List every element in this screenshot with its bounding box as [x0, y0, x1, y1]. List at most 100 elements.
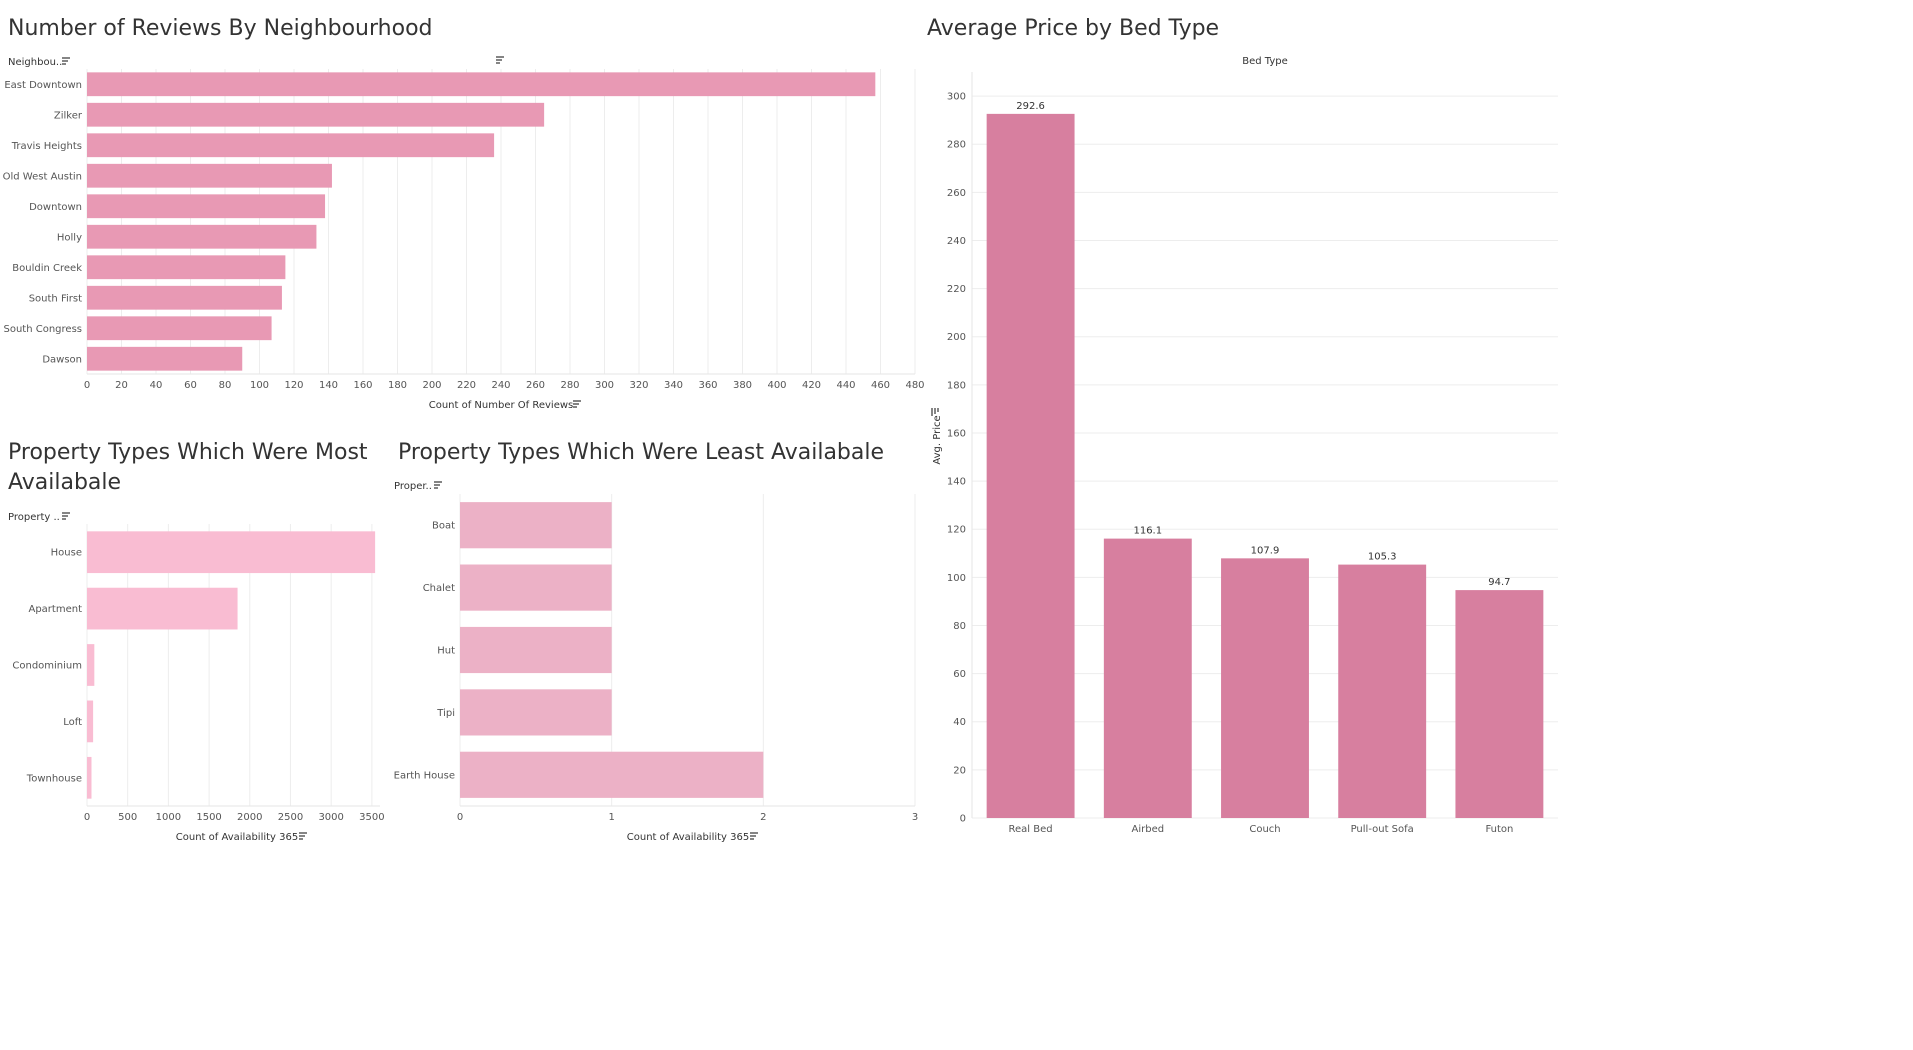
most-axis-sort-icon[interactable] — [299, 832, 307, 840]
least-category-sort-icon[interactable] — [434, 481, 442, 489]
reviews-toolbar-sort-icon[interactable] — [496, 56, 504, 64]
reviews-x-tick-label: 160 — [353, 380, 372, 391]
least-axis-sort-icon[interactable] — [750, 832, 758, 840]
most-x-tick-label: 1000 — [156, 812, 181, 823]
reviews-category-label: Old West Austin — [3, 171, 82, 182]
least-bar-hut[interactable] — [460, 626, 612, 674]
least-category-label: Hut — [437, 646, 455, 657]
reviews-x-tick-label: 80 — [219, 380, 232, 391]
reviews-bar-dawson[interactable] — [87, 346, 243, 371]
least-category-header: Proper.. — [394, 481, 432, 492]
reviews-x-tick-label: 460 — [871, 380, 890, 391]
least-x-tick-label: 1 — [608, 812, 614, 823]
most-category-label: Townhouse — [26, 773, 82, 784]
price-y-tick-label: 300 — [947, 92, 966, 103]
reviews-x-tick-label: 320 — [629, 380, 648, 391]
price-category-label: Futon — [1485, 824, 1513, 835]
reviews-x-tick-label: 300 — [595, 380, 614, 391]
price-data-label: 94.7 — [1488, 577, 1510, 588]
price-category-label: Airbed — [1132, 824, 1165, 835]
price-bar-couch[interactable] — [1221, 558, 1309, 818]
reviews-x-tick-label: 100 — [250, 380, 269, 391]
price-y-tick-label: 220 — [947, 284, 966, 295]
reviews-x-tick-label: 0 — [84, 380, 90, 391]
least-x-tick-label: 2 — [760, 812, 766, 823]
reviews-x-axis-label: Count of Number Of Reviews — [429, 400, 574, 411]
reviews-category-label: South Congress — [4, 324, 83, 335]
least-x-axis-label: Count of Availability 365 — [627, 832, 749, 843]
reviews-category-sort-icon[interactable] — [62, 57, 70, 65]
most-x-tick-label: 500 — [118, 812, 137, 823]
reviews-x-tick-label: 260 — [526, 380, 545, 391]
reviews-bar-travis-heights[interactable] — [87, 133, 495, 158]
reviews-axis-sort-icon[interactable] — [573, 400, 581, 408]
least-bar-tipi[interactable] — [460, 689, 612, 736]
reviews-bar-east-downtown[interactable] — [87, 72, 876, 97]
reviews-bar-bouldin-creek[interactable] — [87, 255, 286, 280]
reviews-x-tick-label: 440 — [836, 380, 855, 391]
most-bar-townhouse[interactable] — [87, 756, 92, 799]
most-x-tick-label: 1500 — [196, 812, 221, 823]
reviews-x-tick-label: 120 — [284, 380, 303, 391]
least-category-label: Tipi — [436, 708, 455, 719]
price-category-header: Bed Type — [1242, 56, 1288, 67]
reviews-bar-downtown[interactable] — [87, 194, 326, 219]
reviews-x-tick-label: 480 — [905, 380, 924, 391]
price-bar-real-bed[interactable] — [986, 113, 1075, 819]
reviews-bar-zilker[interactable] — [87, 102, 545, 127]
reviews-x-tick-label: 60 — [184, 380, 197, 391]
reviews-x-tick-label: 220 — [457, 380, 476, 391]
most-bar-apartment[interactable] — [87, 587, 238, 630]
most-category-label: House — [51, 548, 82, 559]
reviews-bar-holly[interactable] — [87, 224, 317, 249]
price-y-tick-label: 240 — [947, 236, 966, 247]
price-chart-title: Average Price by Bed Type — [927, 16, 1220, 41]
most-category-sort-icon[interactable] — [62, 512, 70, 520]
reviews-x-tick-label: 340 — [664, 380, 683, 391]
reviews-x-tick-label: 420 — [802, 380, 821, 391]
reviews-category-label: East Downtown — [4, 80, 82, 91]
price-category-label: Real Bed — [1009, 824, 1053, 835]
price-y-tick-label: 100 — [947, 573, 966, 584]
most-bar-loft[interactable] — [87, 700, 94, 743]
least-bar-earth-house[interactable] — [460, 751, 764, 798]
price-bar-futon[interactable] — [1455, 590, 1544, 818]
least-bar-boat[interactable] — [460, 502, 612, 549]
most-x-axis-label: Count of Availability 365 — [176, 832, 298, 843]
most-category-header: Property .. — [8, 512, 60, 523]
price-data-label: 292.6 — [1016, 101, 1045, 112]
price-category-label: Couch — [1249, 824, 1280, 835]
most-x-tick-label: 3500 — [359, 812, 384, 823]
reviews-bar-south-congress[interactable] — [87, 316, 272, 341]
reviews-category-label: Dawson — [42, 354, 82, 365]
price-y-tick-label: 140 — [947, 477, 966, 488]
price-bar-airbed[interactable] — [1103, 538, 1192, 818]
most-category-label: Loft — [63, 717, 82, 728]
most-bar-condominium[interactable] — [87, 644, 95, 686]
most-category-label: Apartment — [28, 604, 82, 615]
reviews-category-label: Holly — [57, 232, 82, 243]
price-axis-sort-icon[interactable] — [931, 408, 939, 416]
reviews-x-tick-label: 280 — [560, 380, 579, 391]
reviews-x-tick-label: 140 — [319, 380, 338, 391]
most-x-tick-label: 0 — [84, 812, 90, 823]
reviews-category-label: South First — [29, 293, 82, 304]
price-data-label: 116.1 — [1133, 526, 1162, 537]
reviews-bar-south-first[interactable] — [87, 285, 282, 310]
reviews-bar-old-west-austin[interactable] — [87, 163, 332, 188]
price-bar-pull-out-sofa[interactable] — [1338, 564, 1427, 818]
most-x-tick-label: 2500 — [278, 812, 303, 823]
price-data-label: 105.3 — [1368, 552, 1397, 563]
reviews-x-tick-label: 400 — [767, 380, 786, 391]
reviews-chart-title: Number of Reviews By Neighbourhood — [8, 16, 433, 41]
most-bar-house[interactable] — [87, 531, 376, 574]
reviews-category-header: Neighbou.. — [8, 57, 62, 68]
price-y-tick-label: 160 — [947, 428, 966, 439]
price-y-tick-label: 0 — [960, 814, 966, 825]
most-category-label: Condominium — [12, 661, 82, 672]
reviews-x-tick-label: 180 — [388, 380, 407, 391]
price-data-label: 107.9 — [1251, 545, 1280, 556]
least-x-tick-label: 0 — [457, 812, 463, 823]
price-y-tick-label: 40 — [953, 717, 966, 728]
least-bar-chalet[interactable] — [460, 564, 612, 611]
